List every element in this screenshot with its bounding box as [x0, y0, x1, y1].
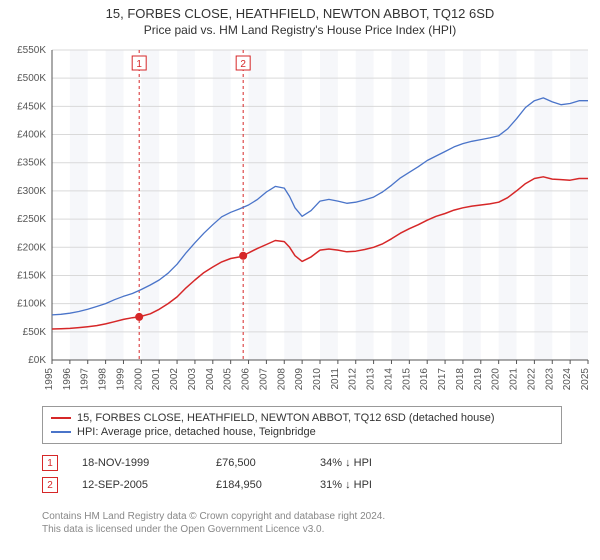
chart-svg: £0K £50K £100K £150K £200K £250K £300K £350K £40…	[0, 42, 600, 400]
svg-text:2014: 2014	[383, 368, 394, 391]
svg-text:2006: 2006	[241, 368, 252, 391]
legend-swatch	[51, 417, 71, 419]
legend-item: HPI: Average price, detached house, Teig…	[51, 425, 553, 439]
sale-row: 1 18-NOV-1999 £76,500 34% ↓ HPI	[42, 452, 562, 474]
svg-text:1999: 1999	[115, 368, 126, 391]
sale-date: 12-SEP-2005	[82, 479, 192, 491]
svg-text:£500K: £500K	[17, 73, 46, 84]
svg-text:2018: 2018	[455, 368, 466, 391]
sales-table: 1 18-NOV-1999 £76,500 34% ↓ HPI 2 12-SEP…	[42, 452, 562, 496]
svg-text:£550K: £550K	[17, 45, 46, 56]
svg-text:2000: 2000	[133, 368, 144, 391]
svg-text:£100K: £100K	[17, 299, 46, 310]
svg-text:£200K: £200K	[17, 242, 46, 253]
svg-text:2024: 2024	[562, 368, 573, 391]
svg-text:2004: 2004	[205, 368, 216, 391]
chart-subtitle: Price paid vs. HM Land Registry's House …	[0, 21, 600, 41]
sale-delta: 31% ↓ HPI	[320, 479, 420, 491]
footer-line-1: Contains HM Land Registry data © Crown c…	[42, 510, 562, 523]
svg-text:2025: 2025	[580, 368, 591, 391]
legend-label: HPI: Average price, detached house, Teig…	[77, 426, 316, 438]
sale-marker-icon: 1	[42, 455, 58, 471]
svg-text:2012: 2012	[348, 368, 359, 391]
legend-box: 15, FORBES CLOSE, HEATHFIELD, NEWTON ABB…	[42, 406, 562, 444]
svg-text:1996: 1996	[62, 368, 73, 391]
svg-text:2011: 2011	[330, 368, 341, 390]
svg-text:2001: 2001	[151, 368, 162, 391]
svg-text:2: 2	[240, 59, 246, 70]
svg-text:2020: 2020	[491, 368, 502, 391]
sale-price: £76,500	[216, 457, 296, 469]
svg-text:2005: 2005	[223, 368, 234, 391]
svg-text:2017: 2017	[437, 368, 448, 391]
svg-text:2009: 2009	[294, 368, 305, 391]
sale-delta: 34% ↓ HPI	[320, 457, 420, 469]
svg-text:£250K: £250K	[17, 214, 46, 225]
svg-text:1: 1	[136, 59, 142, 70]
chart-title: 15, FORBES CLOSE, HEATHFIELD, NEWTON ABB…	[0, 0, 600, 21]
svg-text:1998: 1998	[98, 368, 109, 391]
footer: Contains HM Land Registry data © Crown c…	[42, 510, 562, 536]
svg-text:2003: 2003	[187, 368, 198, 391]
svg-text:£0K: £0K	[28, 355, 46, 366]
legend-swatch	[51, 431, 71, 433]
svg-text:£400K: £400K	[17, 130, 46, 141]
svg-text:2021: 2021	[509, 368, 520, 391]
svg-text:2019: 2019	[473, 368, 484, 391]
svg-text:2010: 2010	[312, 368, 323, 391]
legend-label: 15, FORBES CLOSE, HEATHFIELD, NEWTON ABB…	[77, 412, 495, 424]
svg-text:£350K: £350K	[17, 158, 46, 169]
sale-row: 2 12-SEP-2005 £184,950 31% ↓ HPI	[42, 474, 562, 496]
svg-text:2002: 2002	[169, 368, 180, 391]
svg-text:1997: 1997	[80, 368, 91, 391]
legend-item: 15, FORBES CLOSE, HEATHFIELD, NEWTON ABB…	[51, 411, 553, 425]
sale-marker-number: 2	[47, 480, 53, 491]
svg-text:2023: 2023	[544, 368, 555, 391]
sale-date: 18-NOV-1999	[82, 457, 192, 469]
svg-text:£150K: £150K	[17, 270, 46, 281]
chart-area: £0K £50K £100K £150K £200K £250K £300K £350K £40…	[0, 42, 600, 400]
footer-line-2: This data is licensed under the Open Gov…	[42, 523, 562, 536]
svg-text:2015: 2015	[401, 368, 412, 391]
svg-text:2022: 2022	[526, 368, 537, 391]
svg-text:2007: 2007	[258, 368, 269, 391]
sale-marker-number: 1	[47, 458, 53, 469]
svg-text:£300K: £300K	[17, 186, 46, 197]
svg-text:2013: 2013	[366, 368, 377, 391]
svg-text:2016: 2016	[419, 368, 430, 391]
svg-text:2008: 2008	[276, 368, 287, 391]
svg-text:1995: 1995	[44, 368, 55, 391]
sale-price: £184,950	[216, 479, 296, 491]
sale-marker-icon: 2	[42, 477, 58, 493]
svg-text:£50K: £50K	[23, 327, 47, 338]
svg-text:£450K: £450K	[17, 101, 46, 112]
